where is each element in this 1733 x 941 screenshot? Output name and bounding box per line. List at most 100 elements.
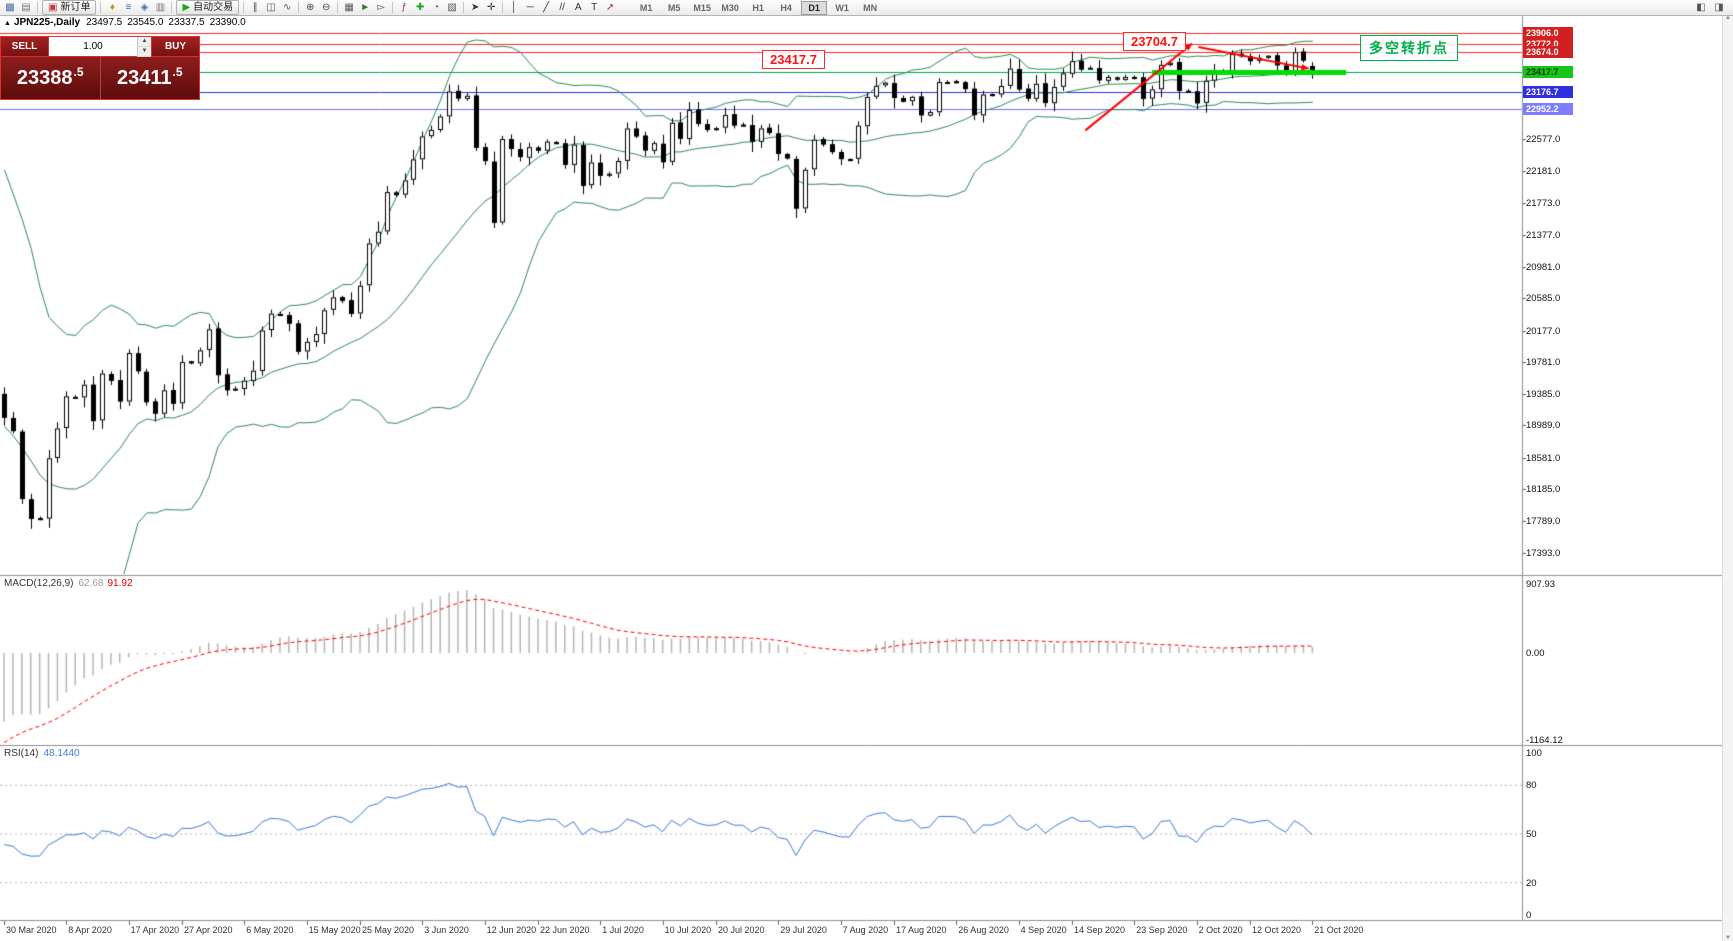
tile-windows-icon[interactable]: ▦ [341, 1, 357, 14]
toolbar-separator [171, 2, 173, 13]
toolbar-separator [502, 2, 504, 13]
main-toolbar: ▩ ▤ ▣ 新订单 ♦ ≡ ◈ ▥ ▶ 自动交易 ∥ ◫ ∿ ⊕ ⊖ ▦ ► ▻ ƒ ✚ ◔ ▧ ➤ ✛ │ ─ ╱ // A T ➚ M1 M… [0, 0, 1733, 16]
timeframe-button-d1[interactable]: D1 [801, 0, 828, 15]
scroll-down-icon[interactable]: ▼ [1725, 935, 1731, 941]
timeframe-button-h1[interactable]: H1 [752, 2, 764, 13]
rsi-indicator-label: RSI(14) 48.1440 [4, 748, 80, 759]
indicators-icon-glyph: ƒ [401, 2, 407, 13]
auto-scroll-icon[interactable]: ► [357, 1, 373, 14]
timeframe-button-w1[interactable]: W1 [835, 2, 849, 13]
rsi-value: 48.1440 [43, 748, 80, 759]
window-cascade-icon[interactable]: ◧ [1696, 2, 1706, 13]
volume-down-icon[interactable]: ▼ [138, 46, 151, 57]
toolbar-separator [337, 2, 339, 13]
text-label-icon[interactable]: T [586, 1, 602, 14]
macd-indicator-label: MACD(12,26,9) 62.68 91.92 [4, 578, 133, 589]
chart-candles-icon-glyph: ◫ [266, 2, 276, 13]
sell-button[interactable]: SELL [1, 37, 48, 56]
chart-title: ▲ JPN225-,Daily 23497.5 23545.0 23337.5 23390… [4, 17, 251, 28]
toolbar-separator [298, 2, 300, 13]
tile-windows-icon-glyph: ▦ [344, 2, 354, 13]
chart-candles-icon[interactable]: ◫ [263, 1, 279, 14]
chart-line-icon[interactable]: ∿ [279, 1, 295, 14]
add-indicator-icon[interactable]: ✚ [412, 1, 428, 14]
new-order-button-label: 新订单 [60, 1, 91, 13]
turning-point-annotation-label[interactable]: 多空转折点 [1360, 35, 1458, 61]
ohlc-low: 23337.5 [168, 17, 205, 28]
templates-icon[interactable]: ▧ [444, 1, 460, 14]
chart-bars-icon[interactable]: ∥ [247, 1, 263, 14]
macd-main-value: 62.68 [78, 578, 104, 589]
level-annotation-label[interactable]: 23417.7 [762, 50, 825, 69]
chart-shift-icon[interactable]: ▻ [373, 1, 389, 14]
vertical-line-icon[interactable]: │ [506, 1, 522, 14]
periods-icon[interactable]: ◔ [428, 1, 444, 14]
market-watch-icon[interactable]: ≡ [120, 1, 136, 14]
window-tile-icon[interactable]: ◨ [1714, 2, 1724, 13]
volume-box: ▲ ▼ [48, 36, 152, 57]
timeframe-button-m30[interactable]: M30 [721, 2, 739, 13]
indicators-icon[interactable]: ƒ [396, 1, 412, 14]
horizontal-line-icon[interactable]: ─ [522, 1, 538, 14]
navigator-icon-glyph: ◈ [140, 2, 149, 13]
chart-bars-icon-glyph: ∥ [252, 2, 258, 13]
navigator-icon[interactable]: ◈ [136, 1, 152, 14]
buy-price-fraction: .5 [172, 65, 183, 79]
volume-up-icon[interactable]: ▲ [138, 36, 151, 47]
cursor-icon[interactable]: ➤ [467, 1, 483, 14]
buy-price: 23411 [116, 66, 172, 89]
profiles-icon[interactable]: ▤ [18, 1, 34, 14]
zoom-out-icon[interactable]: ⊖ [318, 1, 334, 14]
trade-panel-prices: 23388.5 23411.5 [1, 56, 199, 99]
vertical-scrollbar[interactable]: ▲ ▼ [1722, 15, 1733, 941]
zoom-out-icon-glyph: ⊖ [321, 2, 331, 13]
chart-list-icon: ▲ [4, 20, 11, 27]
ohlc-open: 23497.5 [86, 17, 123, 28]
volume-input[interactable] [49, 40, 137, 53]
channel-icon-glyph: // [559, 2, 565, 13]
buy-price-button[interactable]: 23411.5 [100, 57, 199, 99]
timeframe-button-m5[interactable]: M5 [667, 2, 681, 13]
zoom-in-icon-glyph: ⊕ [305, 2, 315, 13]
crosshair-icon[interactable]: ✛ [483, 1, 499, 14]
timeframe-button-m1[interactable]: M1 [639, 2, 653, 13]
trade-panel-header: SELL ▲ ▼ BUY [1, 36, 199, 57]
terminal-icon[interactable]: ▥ [152, 1, 168, 14]
rsi-name: RSI(14) [4, 748, 39, 759]
chart-shift-icon-glyph: ▻ [377, 2, 385, 13]
new-order-button-glyph: ▣ [48, 1, 58, 13]
timeframe-button-mn[interactable]: MN [863, 2, 878, 13]
chart-line-icon-glyph: ∿ [282, 2, 292, 13]
timeframe-button-m15[interactable]: M15 [693, 2, 711, 13]
ohlc-close: 23390.0 [209, 17, 246, 28]
trendline-icon[interactable]: ╱ [538, 1, 554, 14]
arrows-icon[interactable]: ➚ [602, 1, 618, 14]
new-chart-icon[interactable]: ▩ [2, 1, 18, 14]
volume-spinner: ▲ ▼ [137, 36, 151, 57]
peak-annotation-label[interactable]: 23704.7 [1123, 32, 1186, 51]
text-icon[interactable]: A [570, 1, 586, 14]
toolbar-separator [392, 2, 394, 13]
alerts-icon[interactable]: ♦ [104, 1, 120, 14]
channel-icon[interactable]: // [554, 1, 570, 14]
sell-price: 23388 [16, 66, 73, 89]
templates-icon-glyph: ▧ [447, 2, 457, 13]
trendline-icon-glyph: ╱ [543, 2, 550, 13]
vertical-line-icon-glyph: │ [511, 2, 518, 13]
sell-price-button[interactable]: 23388.5 [1, 57, 101, 99]
auto-trading-button[interactable]: ▶ 自动交易 [176, 0, 240, 15]
ohlc-high: 23545.0 [127, 17, 164, 28]
toolbar-window-icons: ◧ ◨ [1693, 1, 1731, 14]
timeframe-button-h4[interactable]: H4 [780, 2, 792, 13]
scroll-up-icon[interactable]: ▲ [1725, 15, 1731, 21]
new-order-button[interactable]: ▣ 新订单 [42, 0, 97, 15]
text-icon-glyph: A [574, 2, 582, 13]
buy-button[interactable]: BUY [152, 37, 199, 56]
auto-scroll-icon-glyph: ► [360, 2, 371, 13]
macd-name: MACD(12,26,9) [4, 578, 74, 589]
zoom-in-icon[interactable]: ⊕ [302, 1, 318, 14]
macd-signal-value: 91.92 [107, 578, 133, 589]
one-click-trading-panel: SELL ▲ ▼ BUY 23388.5 23411.5 [0, 36, 200, 100]
cursor-icon-glyph: ➤ [470, 2, 480, 13]
